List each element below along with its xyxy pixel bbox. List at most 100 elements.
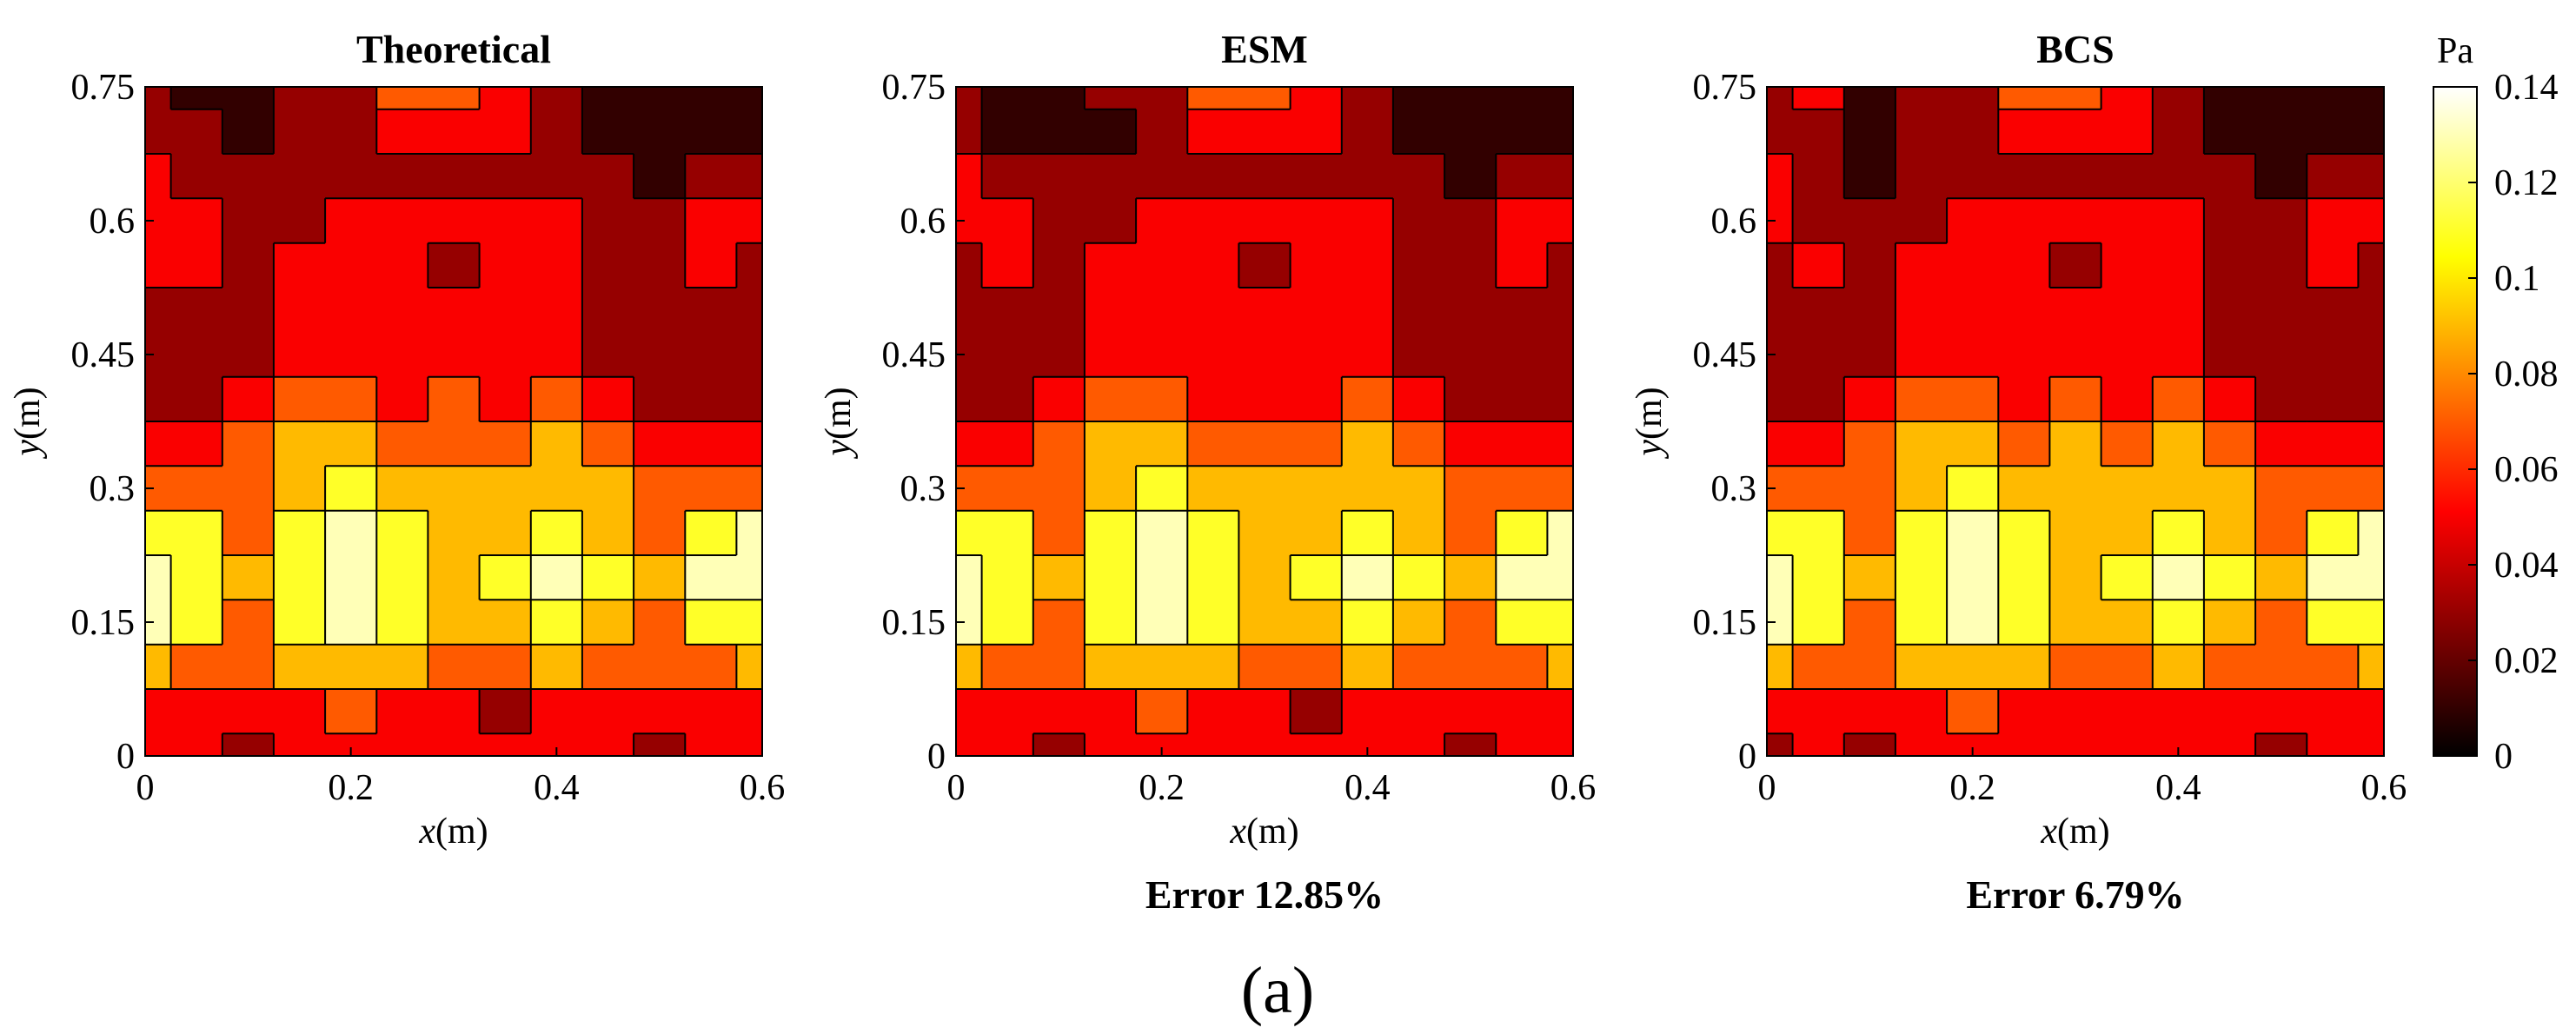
heatmap-cell <box>956 733 983 757</box>
colorbar-tick-label: 0.08 <box>2494 355 2559 394</box>
heatmap-cell <box>1496 109 1549 155</box>
heatmap-cell <box>1947 689 1999 734</box>
heatmap-cell <box>1547 689 1574 734</box>
heatmap-cell <box>1187 198 1240 244</box>
heatmap-cell <box>2307 689 2360 734</box>
heatmap-cell <box>273 421 326 467</box>
heatmap-cell <box>2307 733 2360 757</box>
heatmap-cell <box>634 376 686 422</box>
heatmap-cell <box>479 510 532 556</box>
heatmap-cell <box>2307 198 2360 244</box>
heatmap-cell <box>1341 644 1394 690</box>
heatmap-cell <box>2101 332 2154 378</box>
heatmap-cell <box>581 733 634 757</box>
heatmap-cell <box>530 510 583 556</box>
heatmap-cell <box>1843 154 1896 199</box>
heatmap-cell <box>981 154 1034 199</box>
x-axis-unit: (m) <box>435 812 488 852</box>
heatmap-cell <box>981 644 1034 690</box>
heatmap-cell <box>325 198 377 244</box>
heatmap-cell <box>1547 600 1574 646</box>
heatmap-cell <box>1547 510 1574 556</box>
heatmap-cell <box>1392 288 1445 333</box>
heatmap-cell <box>634 198 686 244</box>
heatmap-cell <box>2152 242 2205 288</box>
heatmap-cell <box>428 733 481 757</box>
heatmap-cell <box>1187 689 1240 734</box>
heatmap-cell <box>170 600 223 646</box>
x-tick-label: 0.2 <box>328 768 374 808</box>
heatmap-cell <box>1392 87 1445 110</box>
heatmap-cell <box>479 421 532 467</box>
heatmap-cell <box>634 555 686 600</box>
heatmap-cell <box>2203 689 2256 734</box>
x-tick-label: 0 <box>136 768 155 808</box>
heatmap-cell <box>376 644 429 690</box>
heatmap-cell <box>685 510 738 556</box>
heatmap-cell <box>685 466 738 512</box>
heatmap-cell <box>2101 421 2154 467</box>
heatmap-cell <box>1547 198 1574 244</box>
heatmap-cell <box>581 332 634 378</box>
heatmap-cell <box>1843 198 1896 244</box>
heatmap-cell <box>1792 332 1845 378</box>
y-tick-label: 0.15 <box>882 603 946 643</box>
y-tick-label: 0.6 <box>1711 202 1757 242</box>
heatmap-cell <box>376 332 429 378</box>
y-axis-label: y(m) <box>1630 387 1670 459</box>
y-axis-label: y(m) <box>8 387 48 459</box>
heatmap-cell <box>581 87 634 110</box>
x-axis-var: x <box>1229 812 1246 852</box>
heatmap-cell <box>1392 109 1445 155</box>
heatmap-cell <box>222 109 275 155</box>
heatmap-cell <box>273 154 326 199</box>
heatmap-cell <box>2152 198 2205 244</box>
heatmap-cell <box>1084 198 1137 244</box>
heatmap-cell <box>1238 555 1291 600</box>
heatmap-cell <box>1341 87 1394 110</box>
heatmap-cell <box>1341 421 1394 467</box>
heatmap-cell <box>479 242 532 288</box>
heatmap-cell <box>170 87 223 110</box>
heatmap-cell <box>736 421 763 467</box>
heatmap-cell <box>2255 109 2307 155</box>
heatmap-cell <box>325 689 377 734</box>
heatmap-cell <box>2255 87 2307 110</box>
heatmap-cell <box>325 555 377 600</box>
x-axis-label: x(m) <box>2040 812 2109 852</box>
heatmap-cell <box>2049 376 2102 422</box>
colorbar-gradient <box>2433 87 2477 756</box>
colorbar-unit: Pa <box>2437 31 2473 71</box>
heatmap-cell <box>981 376 1034 422</box>
heatmap-cell <box>1187 644 1240 690</box>
heatmap-cell <box>1547 288 1574 333</box>
heatmap-cell <box>170 733 223 757</box>
heatmap-cell <box>956 154 983 199</box>
heatmap-cell <box>2049 242 2102 288</box>
heatmap-cell <box>1084 154 1137 199</box>
heatmap-cell <box>479 376 532 422</box>
plot-frame <box>144 86 763 757</box>
x-axis-var: x <box>418 812 435 852</box>
heatmap-cells <box>956 87 1574 757</box>
heatmap-cell <box>1998 87 2051 110</box>
heatmap-cell <box>530 600 583 646</box>
heatmap-cell <box>479 733 532 757</box>
heatmap-cell <box>981 87 1034 110</box>
heatmap-cell <box>1998 466 2051 512</box>
heatmap-cell <box>736 510 763 556</box>
heatmap-cell <box>530 555 583 600</box>
heatmap-cell <box>145 109 172 155</box>
heatmap-cell <box>1290 466 1343 512</box>
heatmap-cell <box>2203 733 2256 757</box>
heatmap-cell <box>479 154 532 199</box>
y-axis-unit: (m) <box>8 387 48 440</box>
heatmap-cell <box>145 510 172 556</box>
heatmap-cell <box>1290 510 1343 556</box>
heatmap-cell <box>428 376 481 422</box>
heatmap-cell <box>2049 466 2102 512</box>
y-tick-label: 0.3 <box>1711 469 1757 509</box>
heatmap-cell <box>222 555 275 600</box>
heatmap-cell <box>428 109 481 155</box>
